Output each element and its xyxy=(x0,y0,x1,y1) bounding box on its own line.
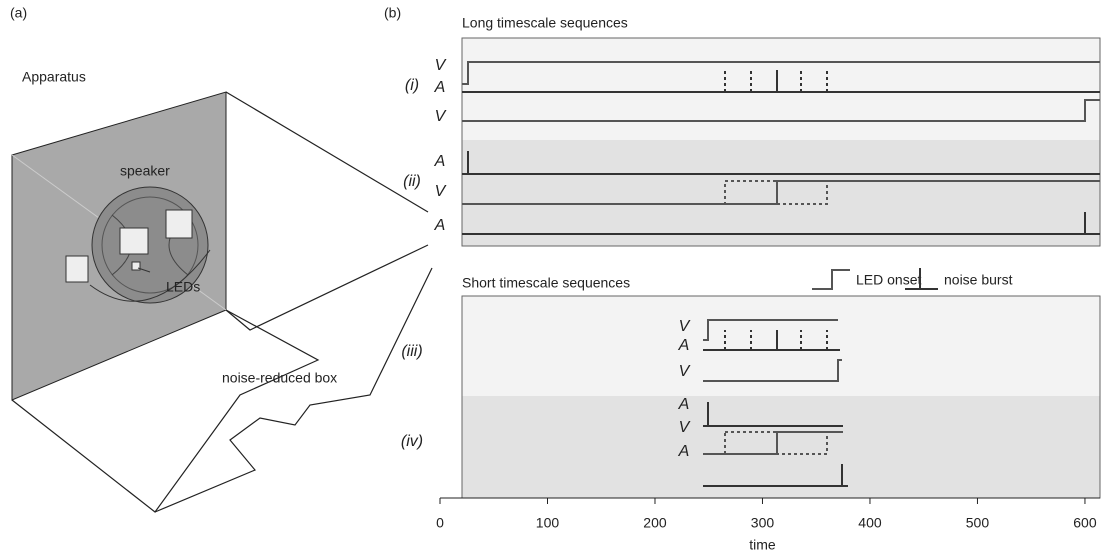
speaker-label: speaker xyxy=(120,163,170,179)
legend-led: LED onset xyxy=(856,272,921,288)
long-panel-dark xyxy=(462,140,1100,246)
short-panel-dark xyxy=(462,396,1100,498)
x-tick-label: 200 xyxy=(643,515,667,531)
x-tick-label: 0 xyxy=(436,515,444,531)
box-label: noise-reduced box xyxy=(222,370,337,386)
long-title: Long timescale sequences xyxy=(462,15,628,31)
panel-label: (b) xyxy=(384,5,401,21)
short-panel-light xyxy=(462,296,1100,396)
short-sequences xyxy=(703,319,848,487)
condition-label: (iii) xyxy=(401,343,422,360)
x-tick-label: 600 xyxy=(1073,515,1097,531)
x-tick-label: 300 xyxy=(751,515,775,531)
row-label: A xyxy=(434,153,446,170)
row-label: A xyxy=(678,337,690,354)
row-label: V xyxy=(435,183,447,200)
legend-noise: noise burst xyxy=(944,272,1013,288)
condition-label: (iv) xyxy=(401,433,423,450)
row-label: V xyxy=(435,57,447,74)
row-label: A xyxy=(678,443,690,460)
row-label: V xyxy=(679,363,691,380)
x-tick-label: 500 xyxy=(966,515,990,531)
row-label: A xyxy=(434,79,446,96)
panel-title: Apparatus xyxy=(22,69,86,85)
x-axis-label: time xyxy=(749,537,776,553)
legend-led-glyph xyxy=(812,269,850,290)
row-label: V xyxy=(679,419,691,436)
x-tick-label: 100 xyxy=(536,515,560,531)
panel-label: (a) xyxy=(10,5,27,21)
long-sequences xyxy=(462,61,1100,235)
apparatus-drawing xyxy=(11,91,433,513)
x-tick-label: 400 xyxy=(858,515,882,531)
row-label: V xyxy=(679,318,691,335)
condition-label: (ii) xyxy=(403,173,421,190)
condition-label: (i) xyxy=(405,77,419,94)
short-title: Short timescale sequences xyxy=(462,275,630,291)
row-label: A xyxy=(434,217,446,234)
leds-label: LEDs xyxy=(166,279,200,295)
row-label: A xyxy=(678,396,690,413)
long-panel-light xyxy=(462,38,1100,140)
long-panel-frame xyxy=(461,37,1101,247)
row-label: V xyxy=(435,108,447,125)
